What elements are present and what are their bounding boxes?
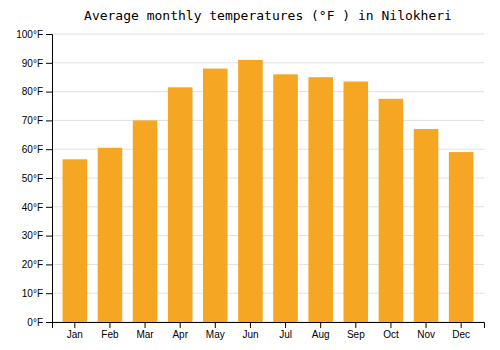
y-axis: 0°F 10°F 20°F 30°F 40°F 50°F 60°F 70°F 80°F 90°F 1… bbox=[16, 29, 52, 328]
tick-label: Jun bbox=[242, 329, 258, 340]
tick-mark bbox=[426, 322, 427, 328]
tick-mark bbox=[46, 322, 52, 323]
tick-label: 80°F bbox=[22, 86, 43, 97]
tick-mark bbox=[320, 322, 321, 328]
tick-label: Oct bbox=[383, 329, 399, 340]
tick-label: 70°F bbox=[22, 115, 43, 126]
tick-label: 100°F bbox=[16, 29, 43, 40]
tick: 60°F bbox=[22, 144, 52, 155]
bar bbox=[344, 82, 369, 322]
tick-mark bbox=[109, 322, 110, 328]
tick: 90°F bbox=[22, 58, 52, 69]
tick: Dec bbox=[452, 322, 470, 340]
grid-line bbox=[52, 62, 484, 63]
tick-mark bbox=[46, 178, 52, 179]
tick: Jun bbox=[242, 322, 258, 340]
tick: 70°F bbox=[22, 115, 52, 126]
tick: 0°F bbox=[27, 317, 52, 328]
tick-mark bbox=[285, 322, 286, 328]
tick-mark bbox=[46, 264, 52, 265]
bar bbox=[449, 152, 474, 322]
tick-label: 0°F bbox=[27, 317, 43, 328]
grid-line bbox=[52, 34, 484, 35]
bar bbox=[238, 60, 263, 322]
tick: Feb bbox=[101, 322, 119, 340]
tick-label: Dec bbox=[452, 329, 470, 340]
tick-mark bbox=[46, 92, 52, 93]
tick-label: May bbox=[206, 329, 225, 340]
tick-label: Sep bbox=[347, 329, 365, 340]
tick: Jan bbox=[67, 322, 83, 340]
tick-label: 20°F bbox=[22, 259, 43, 270]
plot: 0°F 10°F 20°F 30°F 40°F 50°F 60°F 70°F 80°F 90°F 1… bbox=[16, 29, 484, 340]
tick: Sep bbox=[347, 322, 365, 340]
tick: May bbox=[206, 322, 225, 340]
tick-mark bbox=[46, 293, 52, 294]
bar bbox=[273, 74, 298, 322]
tick: Nov bbox=[417, 322, 435, 340]
bar bbox=[414, 129, 439, 322]
bar bbox=[133, 120, 158, 322]
tick-mark bbox=[355, 322, 356, 328]
tick-label: Mar bbox=[136, 329, 154, 340]
tick-mark bbox=[461, 322, 462, 328]
tick-mark bbox=[46, 149, 52, 150]
tick-mark bbox=[46, 34, 52, 35]
bar bbox=[98, 148, 123, 322]
grid-line bbox=[52, 120, 484, 121]
chart: 0°F 10°F 20°F 30°F 40°F 50°F 60°F 70°F 80°F 90°F 1… bbox=[0, 0, 500, 350]
tick: 30°F bbox=[22, 230, 52, 241]
tick-mark bbox=[145, 322, 146, 328]
axis-line bbox=[46, 35, 53, 323]
tick: Oct bbox=[383, 322, 399, 340]
tick: 10°F bbox=[22, 288, 52, 299]
tick-mark bbox=[46, 207, 52, 208]
tick-mark bbox=[46, 120, 52, 121]
tick-label: 90°F bbox=[22, 58, 43, 69]
tick: Jul bbox=[279, 322, 292, 340]
tick: 80°F bbox=[22, 86, 52, 97]
tick-mark bbox=[390, 322, 391, 328]
tick-label: Nov bbox=[417, 329, 435, 340]
tick: Mar bbox=[136, 322, 154, 340]
grid-line bbox=[52, 91, 484, 92]
bar bbox=[168, 87, 193, 322]
tick-mark bbox=[215, 322, 216, 328]
tick-label: Jan bbox=[67, 329, 83, 340]
tick-mark bbox=[180, 322, 181, 328]
tick-label: Jul bbox=[279, 329, 292, 340]
tick-label: Apr bbox=[172, 329, 188, 340]
bar bbox=[308, 77, 333, 322]
tick-mark bbox=[46, 236, 52, 237]
tick: 40°F bbox=[22, 202, 52, 213]
tick: 50°F bbox=[22, 173, 52, 184]
bars bbox=[63, 60, 474, 322]
grid bbox=[52, 34, 484, 322]
tick-label: Aug bbox=[312, 329, 330, 340]
tick-label: 30°F bbox=[22, 230, 43, 241]
tick-mark bbox=[74, 322, 75, 328]
bar bbox=[379, 99, 404, 322]
tick-label: 40°F bbox=[22, 202, 43, 213]
bar bbox=[203, 69, 228, 322]
tick: 100°F bbox=[16, 29, 52, 40]
tick: Apr bbox=[172, 322, 188, 340]
tick: 20°F bbox=[22, 259, 52, 270]
bar bbox=[63, 159, 88, 322]
x-axis: Jan Feb Mar Apr May Jun Jul Aug Sep Oct Nov Dec bbox=[53, 322, 485, 340]
tick-label: 10°F bbox=[22, 288, 43, 299]
tick: Aug bbox=[312, 322, 330, 340]
axis-line bbox=[53, 323, 485, 329]
tick-label: 60°F bbox=[22, 144, 43, 155]
title: Average monthly temperatures (°F ) in Ni… bbox=[84, 8, 452, 23]
tick-mark bbox=[250, 322, 251, 328]
tick-mark bbox=[46, 63, 52, 64]
tick-label: 50°F bbox=[22, 173, 43, 184]
tick-label: Feb bbox=[101, 329, 119, 340]
